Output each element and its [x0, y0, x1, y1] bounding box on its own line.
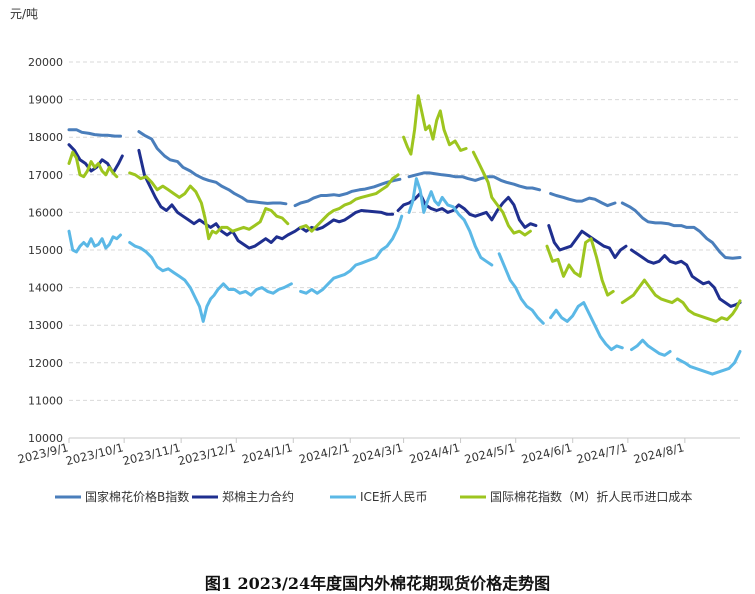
x-tick-label: 2024/1/1: [240, 440, 294, 466]
x-tick-label: 2024/7/1: [575, 440, 629, 466]
y-tick-label: 16000: [28, 206, 63, 219]
x-tick-label: 2023/12/1: [176, 440, 237, 468]
series-line: [67, 128, 742, 260]
y-axis-unit-label: 元/吨: [10, 7, 38, 21]
y-tick-label: 12000: [28, 357, 63, 370]
y-tick-label: 18000: [28, 131, 63, 144]
gridlines: [69, 61, 740, 439]
x-tick-label: 2024/8/1: [632, 440, 686, 466]
series-line: [67, 177, 742, 376]
y-tick-label: 15000: [28, 244, 63, 257]
y-tick-label: 17000: [28, 169, 63, 182]
y-tick-label: 13000: [28, 319, 63, 332]
series-line: [67, 94, 742, 323]
y-tick-label: 19000: [28, 94, 63, 107]
y-tick-label: 11000: [28, 394, 63, 407]
x-tick-label: 2024/6/1: [520, 440, 574, 466]
x-tick-label: 2024/2/1: [297, 440, 351, 466]
x-tick-label: 2023/11/1: [121, 440, 182, 468]
series-line: [67, 143, 742, 308]
y-tick-label: 14000: [28, 282, 63, 295]
x-tick-label: 2024/4/1: [408, 440, 462, 466]
legend: 国家棉花价格B指数 郑棉主力合约 ICE折人民币 国际棉花指数（M）折人民币进口成本: [55, 489, 692, 504]
x-tick-label: 2024/5/1: [463, 440, 517, 466]
legend-label: 郑棉主力合约: [222, 489, 294, 504]
legend-label: 国家棉花价格B指数: [85, 489, 189, 504]
y-tick-label: 20000: [28, 56, 63, 69]
legend-label: 国际棉花指数（M）折人民币进口成本: [490, 489, 692, 504]
x-tick-label: 2023/10/1: [64, 440, 125, 468]
figure-caption: 图1 2023/24年度国内外棉花期现货价格走势图: [204, 574, 551, 593]
y-tick-label: 10000: [28, 432, 63, 445]
legend-label: ICE折人民币: [360, 489, 428, 504]
series-lines: [67, 94, 742, 376]
x-tick-label: 2024/3/1: [351, 440, 405, 466]
y-axis-ticks: 10000 11000 12000 13000 14000 15000 16000 17000…: [28, 56, 63, 445]
